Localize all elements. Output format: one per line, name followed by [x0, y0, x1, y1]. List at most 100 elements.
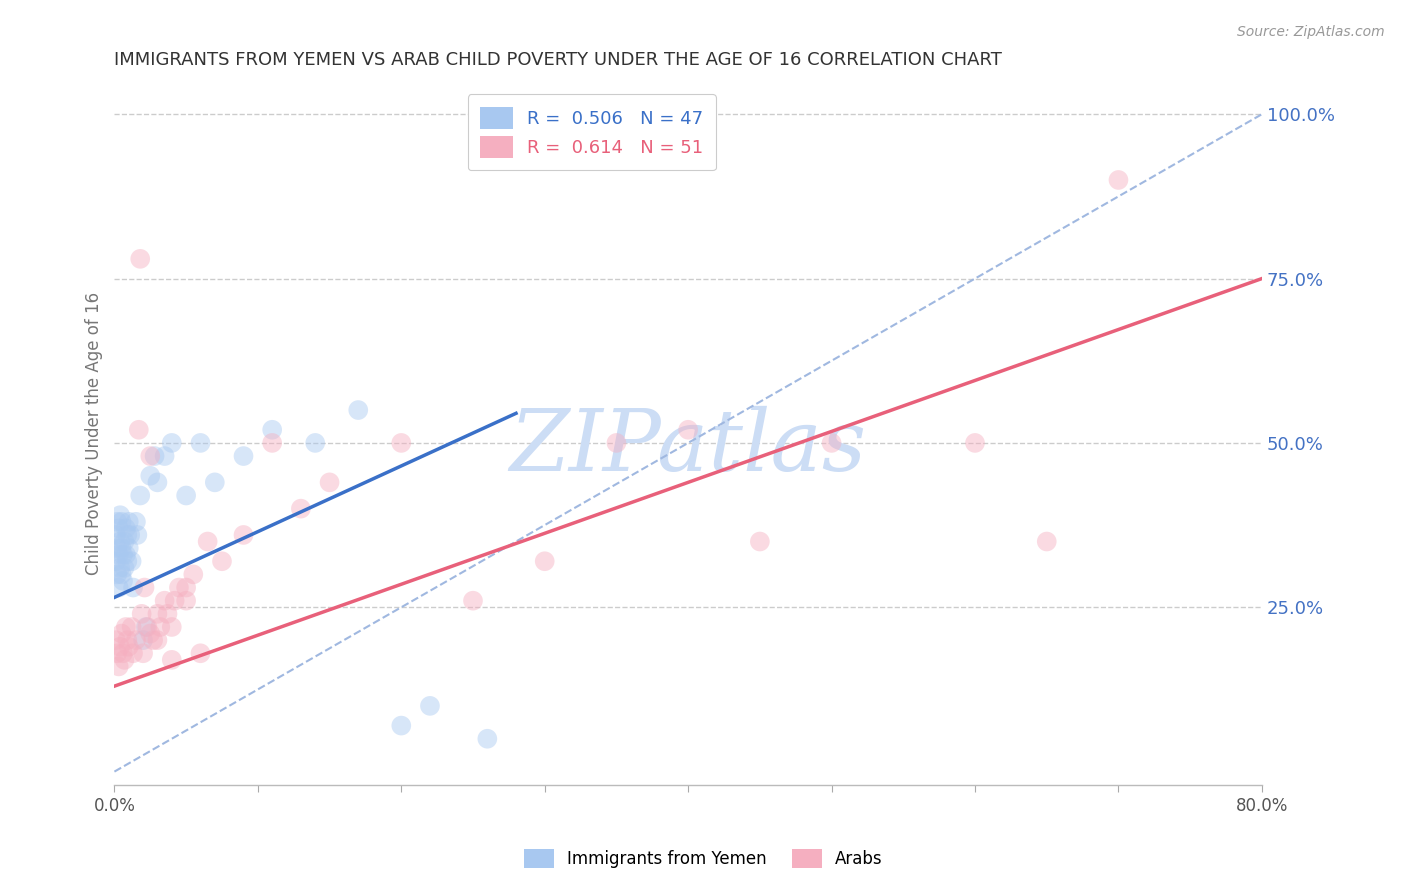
Point: [121, 554, 143, 568]
Point: [114, 534, 136, 549]
Point: [110, 567, 132, 582]
Point: [107, 521, 129, 535]
Point: [146, 607, 169, 621]
Point: [105, 646, 128, 660]
Point: [127, 528, 149, 542]
Point: [290, 501, 312, 516]
Point: [160, 436, 183, 450]
Point: [114, 653, 136, 667]
Point: [748, 534, 770, 549]
Text: IMMIGRANTS FROM YEMEN VS ARAB CHILD POVERTY UNDER THE AGE OF 16 CORRELATION CHAR: IMMIGRANTS FROM YEMEN VS ARAB CHILD POVE…: [114, 51, 1002, 69]
Point: [232, 528, 254, 542]
Point: [105, 567, 128, 582]
Legend: Immigrants from Yemen, Arabs: Immigrants from Yemen, Arabs: [517, 843, 889, 875]
Point: [128, 423, 150, 437]
Point: [121, 620, 143, 634]
Point: [461, 593, 484, 607]
Point: [389, 718, 412, 732]
Point: [110, 626, 132, 640]
Point: [110, 541, 132, 555]
Point: [108, 561, 131, 575]
Point: [134, 581, 156, 595]
Point: [174, 488, 197, 502]
Point: [131, 607, 153, 621]
Point: [149, 620, 172, 634]
Point: [104, 528, 127, 542]
Point: [160, 620, 183, 634]
Point: [477, 731, 499, 746]
Point: [135, 620, 157, 634]
Point: [132, 633, 155, 648]
Point: [105, 541, 128, 555]
Point: [820, 436, 842, 450]
Point: [676, 423, 699, 437]
Point: [111, 646, 134, 660]
Legend: R =  0.506   N = 47, R =  0.614   N = 51: R = 0.506 N = 47, R = 0.614 N = 51: [468, 94, 716, 170]
Point: [153, 449, 176, 463]
Point: [190, 646, 212, 660]
Point: [115, 521, 138, 535]
Point: [211, 554, 233, 568]
Point: [107, 548, 129, 562]
Point: [125, 515, 148, 529]
Point: [104, 633, 127, 648]
Point: [104, 554, 127, 568]
Point: [153, 593, 176, 607]
Point: [107, 659, 129, 673]
Text: Source: ZipAtlas.com: Source: ZipAtlas.com: [1237, 25, 1385, 39]
Point: [129, 488, 152, 502]
Point: [1035, 534, 1057, 549]
Point: [963, 436, 986, 450]
Point: [1107, 173, 1129, 187]
Point: [118, 541, 141, 555]
Point: [174, 581, 197, 595]
Point: [419, 698, 441, 713]
Point: [389, 436, 412, 450]
Point: [146, 475, 169, 490]
Point: [167, 581, 190, 595]
Point: [108, 534, 131, 549]
Point: [125, 633, 148, 648]
Point: [533, 554, 555, 568]
Y-axis label: Child Poverty Under the Age of 16: Child Poverty Under the Age of 16: [86, 292, 103, 574]
Point: [156, 607, 179, 621]
Point: [605, 436, 627, 450]
Point: [232, 449, 254, 463]
Point: [190, 436, 212, 450]
Point: [115, 548, 138, 562]
Point: [111, 574, 134, 588]
Point: [347, 403, 370, 417]
Point: [117, 554, 139, 568]
Point: [136, 620, 159, 634]
Point: [118, 640, 141, 654]
Point: [142, 633, 165, 648]
Text: ZIPatlas: ZIPatlas: [509, 406, 866, 489]
Point: [115, 620, 138, 634]
Point: [108, 508, 131, 523]
Point: [122, 646, 145, 660]
Point: [163, 593, 186, 607]
Point: [107, 581, 129, 595]
Point: [132, 646, 155, 660]
Point: [139, 626, 162, 640]
Point: [117, 528, 139, 542]
Point: [122, 581, 145, 595]
Point: [108, 640, 131, 654]
Point: [120, 528, 142, 542]
Point: [262, 436, 284, 450]
Point: [118, 515, 141, 529]
Point: [129, 252, 152, 266]
Point: [318, 475, 340, 490]
Point: [304, 436, 326, 450]
Point: [262, 423, 284, 437]
Point: [117, 633, 139, 648]
Point: [197, 534, 219, 549]
Point: [139, 468, 162, 483]
Point: [143, 449, 166, 463]
Point: [160, 653, 183, 667]
Point: [146, 633, 169, 648]
Point: [174, 593, 197, 607]
Point: [111, 548, 134, 562]
Point: [139, 449, 162, 463]
Point: [114, 561, 136, 575]
